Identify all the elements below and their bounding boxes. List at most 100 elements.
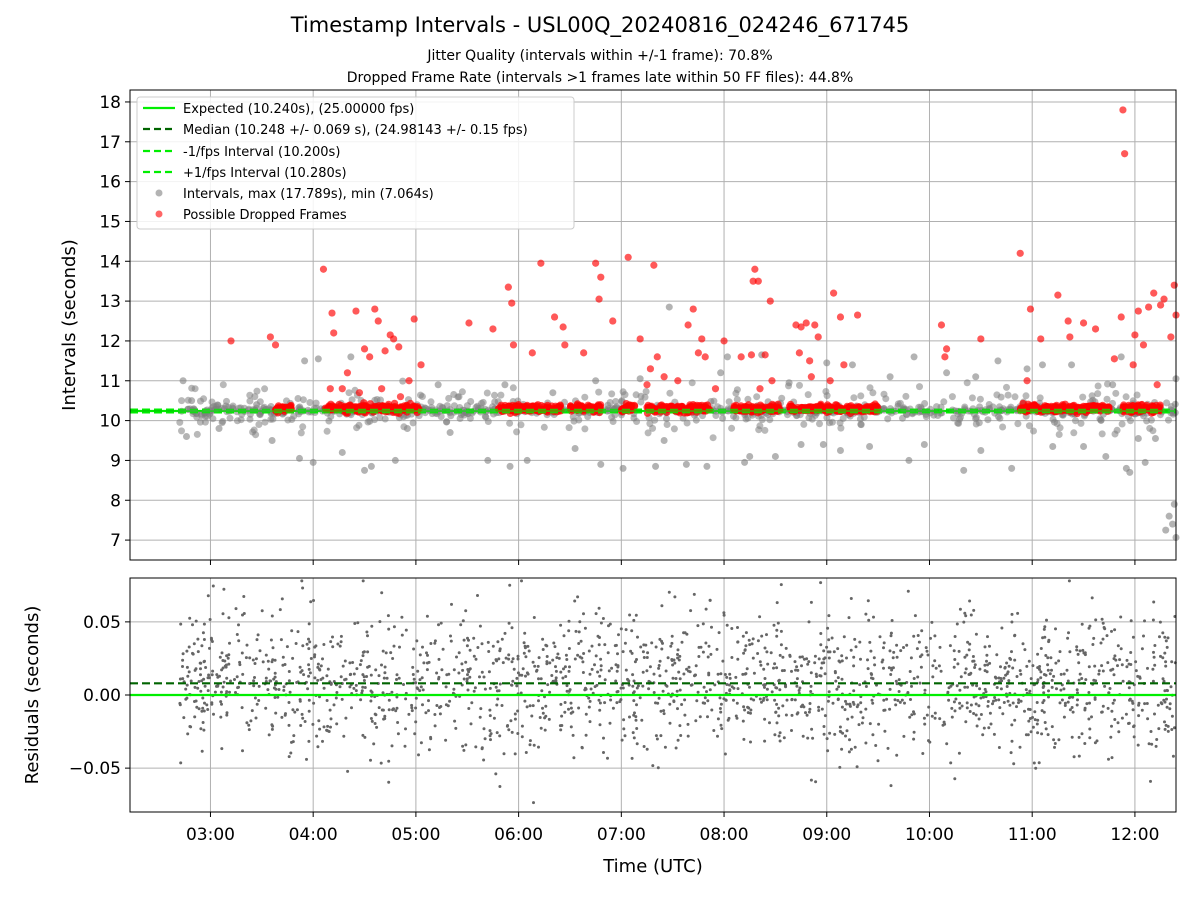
residual-point — [955, 684, 959, 688]
residual-point — [633, 711, 636, 715]
residual-point — [716, 672, 720, 676]
residual-point — [861, 716, 865, 720]
residual-point — [573, 599, 577, 603]
residual-point — [339, 634, 343, 638]
interval-point — [178, 397, 186, 405]
residual-point — [1042, 710, 1046, 714]
residual-point — [588, 672, 592, 676]
residual-point — [483, 737, 487, 741]
interval-point — [193, 430, 201, 438]
residual-point — [219, 700, 223, 704]
residual-point — [185, 649, 189, 653]
residual-point — [466, 673, 469, 677]
residual-point — [899, 683, 903, 687]
dropped-frame-point — [528, 349, 536, 357]
residual-point — [957, 649, 961, 653]
residual-point — [307, 647, 311, 651]
interval-point — [644, 429, 652, 437]
residual-point — [444, 685, 448, 689]
residual-point — [997, 746, 1001, 749]
residual-point — [1065, 668, 1069, 672]
residual-point — [776, 621, 780, 625]
residual-point — [365, 675, 369, 678]
interval-point — [176, 418, 184, 426]
residual-point — [237, 639, 241, 643]
residual-point — [1137, 703, 1141, 707]
residual-point — [215, 673, 219, 677]
residual-point — [1031, 664, 1035, 668]
residual-point — [922, 716, 926, 720]
x-tick-label: 08:00 — [700, 825, 749, 845]
interval-point — [819, 440, 827, 448]
residual-point — [342, 734, 346, 738]
dropped-frame-point — [1153, 381, 1161, 389]
interval-point — [208, 398, 216, 406]
residual-point — [1017, 698, 1021, 702]
residual-point — [433, 639, 437, 643]
interval-point — [269, 415, 277, 423]
residual-point — [671, 663, 675, 667]
residual-point — [266, 659, 270, 663]
residual-point — [1113, 628, 1117, 632]
residual-point — [843, 708, 847, 712]
residual-point — [995, 653, 999, 657]
residual-point — [396, 732, 400, 736]
residual-point — [179, 761, 183, 765]
dropped-frame-point — [937, 321, 946, 329]
residual-point — [235, 633, 239, 636]
interval-point — [198, 412, 206, 419]
residual-point — [902, 734, 906, 738]
residual-point — [807, 620, 811, 624]
residual-point — [728, 672, 732, 676]
residual-point — [800, 664, 803, 668]
residual-point — [584, 733, 588, 737]
residual-point — [931, 664, 935, 668]
residual-point — [381, 708, 385, 712]
interval-point — [857, 392, 865, 400]
residual-point — [200, 749, 204, 753]
residual-point — [389, 651, 393, 655]
residual-point — [826, 749, 830, 753]
residual-point — [516, 671, 520, 675]
dropped-frame-point — [1058, 403, 1066, 411]
residual-point — [309, 600, 313, 604]
residual-point — [309, 657, 313, 660]
residual-point — [482, 758, 486, 762]
residual-point — [210, 640, 214, 643]
residual-point — [281, 655, 285, 659]
residual-point — [395, 673, 399, 677]
residual-point — [1066, 679, 1070, 683]
dropped-frame-point — [814, 333, 822, 341]
residual-point — [559, 702, 563, 706]
residual-point — [270, 614, 274, 618]
dropped-frame-point — [624, 253, 632, 261]
residual-point — [1058, 650, 1062, 654]
residual-point — [587, 705, 591, 709]
interval-point — [261, 418, 269, 426]
interval-point — [491, 391, 498, 399]
residual-point — [773, 733, 777, 737]
residual-point — [760, 634, 764, 638]
residual-point — [988, 661, 992, 665]
residual-point — [937, 664, 941, 668]
interval-point — [294, 395, 302, 402]
residual-point — [726, 718, 730, 722]
residual-point — [880, 660, 884, 664]
interval-point — [884, 415, 892, 423]
residual-point — [701, 650, 705, 654]
residual-point — [1018, 745, 1022, 749]
residual-point — [495, 703, 499, 707]
residual-point — [917, 640, 921, 644]
residual-point — [945, 742, 949, 746]
interval-point — [523, 456, 531, 464]
residual-point — [775, 721, 779, 725]
residual-point — [888, 687, 892, 691]
residual-point — [599, 668, 603, 672]
residual-point — [523, 631, 527, 635]
residual-point — [397, 676, 401, 680]
interval-point — [1122, 393, 1130, 401]
residual-point — [178, 701, 182, 705]
interval-point — [513, 428, 521, 436]
residual-point — [569, 701, 573, 705]
residual-point — [1113, 718, 1117, 721]
